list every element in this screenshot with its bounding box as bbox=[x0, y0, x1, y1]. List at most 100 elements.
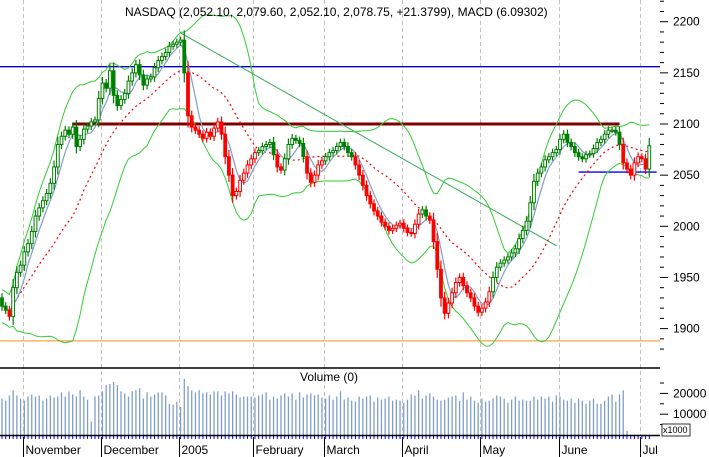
candle-body bbox=[48, 182, 53, 195]
candle-body bbox=[379, 215, 384, 223]
candle-body bbox=[234, 191, 239, 197]
candle-body bbox=[208, 131, 213, 137]
candle-body bbox=[312, 174, 317, 183]
candle-body bbox=[323, 156, 328, 162]
candle-body bbox=[249, 158, 254, 166]
month-label: May bbox=[483, 443, 506, 457]
candle-body bbox=[107, 70, 112, 89]
candle-body bbox=[509, 252, 514, 258]
candle-body bbox=[74, 126, 79, 148]
candle-body bbox=[528, 202, 533, 222]
candle-body bbox=[502, 259, 507, 264]
candle-body bbox=[145, 78, 149, 86]
candle-body bbox=[427, 215, 432, 221]
volume-bars bbox=[1, 378, 628, 435]
candle-body bbox=[182, 39, 187, 74]
candle-body bbox=[461, 276, 466, 287]
candle-body bbox=[532, 180, 536, 204]
candle-body bbox=[375, 210, 380, 217]
month-label: December bbox=[104, 443, 159, 457]
candle-body bbox=[346, 146, 350, 154]
candle-body bbox=[398, 222, 402, 226]
candle-body bbox=[59, 135, 64, 145]
candle-body bbox=[331, 150, 335, 154]
fast-ma-line bbox=[1, 44, 650, 312]
candle-body bbox=[465, 285, 469, 294]
candle-body bbox=[360, 174, 365, 186]
candle-body bbox=[22, 251, 27, 266]
candle-body bbox=[386, 225, 391, 231]
price-tick-label: 1950 bbox=[673, 270, 700, 284]
candle-body bbox=[349, 152, 354, 158]
candle-body bbox=[498, 262, 503, 268]
candle-body bbox=[100, 82, 105, 99]
candle-body bbox=[171, 43, 176, 47]
candle-body bbox=[513, 248, 518, 254]
candle-body bbox=[580, 156, 585, 160]
candle-body bbox=[416, 213, 421, 225]
candle-body bbox=[238, 179, 242, 193]
candle-body bbox=[70, 126, 75, 135]
candle-body bbox=[595, 141, 600, 150]
candle-body bbox=[453, 282, 458, 294]
candle-body bbox=[148, 76, 153, 80]
month-label: Jul bbox=[643, 443, 658, 457]
candle-body bbox=[119, 98, 123, 107]
candles bbox=[0, 30, 652, 326]
candle-body bbox=[14, 271, 19, 289]
candle-body bbox=[37, 207, 42, 217]
candle-body bbox=[115, 94, 120, 107]
candle-body bbox=[241, 172, 246, 181]
candle-body bbox=[78, 138, 83, 148]
candle-body bbox=[472, 297, 477, 307]
candle-body bbox=[546, 156, 551, 161]
candle-body bbox=[334, 146, 339, 152]
candle-body bbox=[409, 231, 414, 235]
candle-body bbox=[55, 143, 60, 168]
candle-body bbox=[338, 141, 343, 148]
candle-body bbox=[126, 80, 131, 94]
candle-body bbox=[587, 153, 592, 156]
candle-body bbox=[647, 145, 652, 170]
candle-body bbox=[81, 128, 86, 140]
candle-body bbox=[602, 133, 607, 140]
candle-body bbox=[584, 154, 588, 160]
candle-body bbox=[450, 292, 455, 304]
candle-body bbox=[621, 143, 626, 164]
date-axis: November December 2005 February March April Ma… bbox=[0, 434, 660, 457]
candle-body bbox=[96, 97, 101, 121]
candle-body bbox=[3, 305, 8, 311]
candle-body bbox=[305, 156, 309, 174]
volume-unit-label: x1000 bbox=[663, 425, 688, 435]
candle-body bbox=[253, 152, 257, 160]
volume-unit-box bbox=[661, 423, 691, 437]
candle-body bbox=[572, 146, 577, 154]
month-label: 2005 bbox=[182, 443, 209, 457]
price-axis: 2200 2150 2100 2050 2000 1950 1900 bbox=[660, 0, 700, 350]
candle-body bbox=[364, 184, 369, 197]
candle-body bbox=[282, 158, 287, 171]
candle-body bbox=[554, 149, 559, 154]
candle-body bbox=[487, 291, 492, 303]
candle-body bbox=[613, 129, 618, 133]
candle-body bbox=[372, 203, 376, 212]
candle-body bbox=[212, 127, 216, 137]
candle-body bbox=[85, 125, 90, 130]
candle-body bbox=[506, 256, 510, 261]
candle-body bbox=[591, 148, 596, 155]
volume-label: Volume (0) bbox=[300, 370, 358, 384]
candle-body bbox=[643, 158, 648, 170]
candle-body bbox=[357, 164, 362, 176]
candle-body bbox=[189, 115, 194, 128]
candle-body bbox=[383, 221, 388, 227]
month-label: November bbox=[26, 443, 81, 457]
price-tick-label: 2000 bbox=[673, 219, 700, 233]
candle-body bbox=[204, 131, 209, 139]
candle-body bbox=[368, 195, 373, 205]
candle-body bbox=[93, 119, 97, 123]
candle-body bbox=[275, 154, 280, 168]
candle-body bbox=[524, 220, 529, 231]
candle-body bbox=[160, 55, 164, 62]
price-tick-label: 2050 bbox=[673, 168, 700, 182]
